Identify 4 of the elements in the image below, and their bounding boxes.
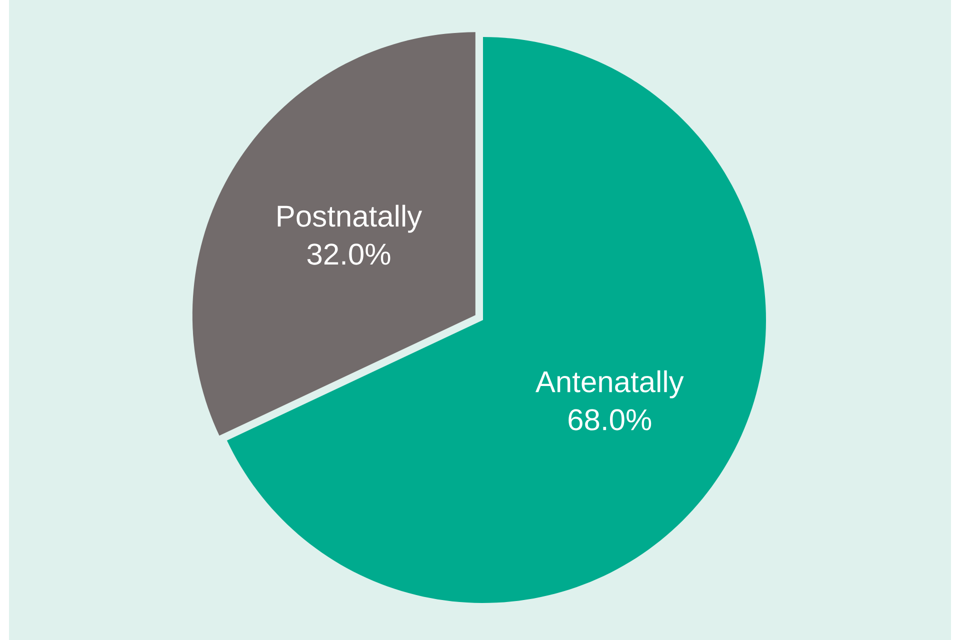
data-label: 32.0%: [307, 244, 390, 265]
slice-label: Postnatally: [278, 204, 422, 233]
data-label: 68.0%: [568, 409, 652, 430]
slice-label: Antenatally: [535, 370, 684, 398]
